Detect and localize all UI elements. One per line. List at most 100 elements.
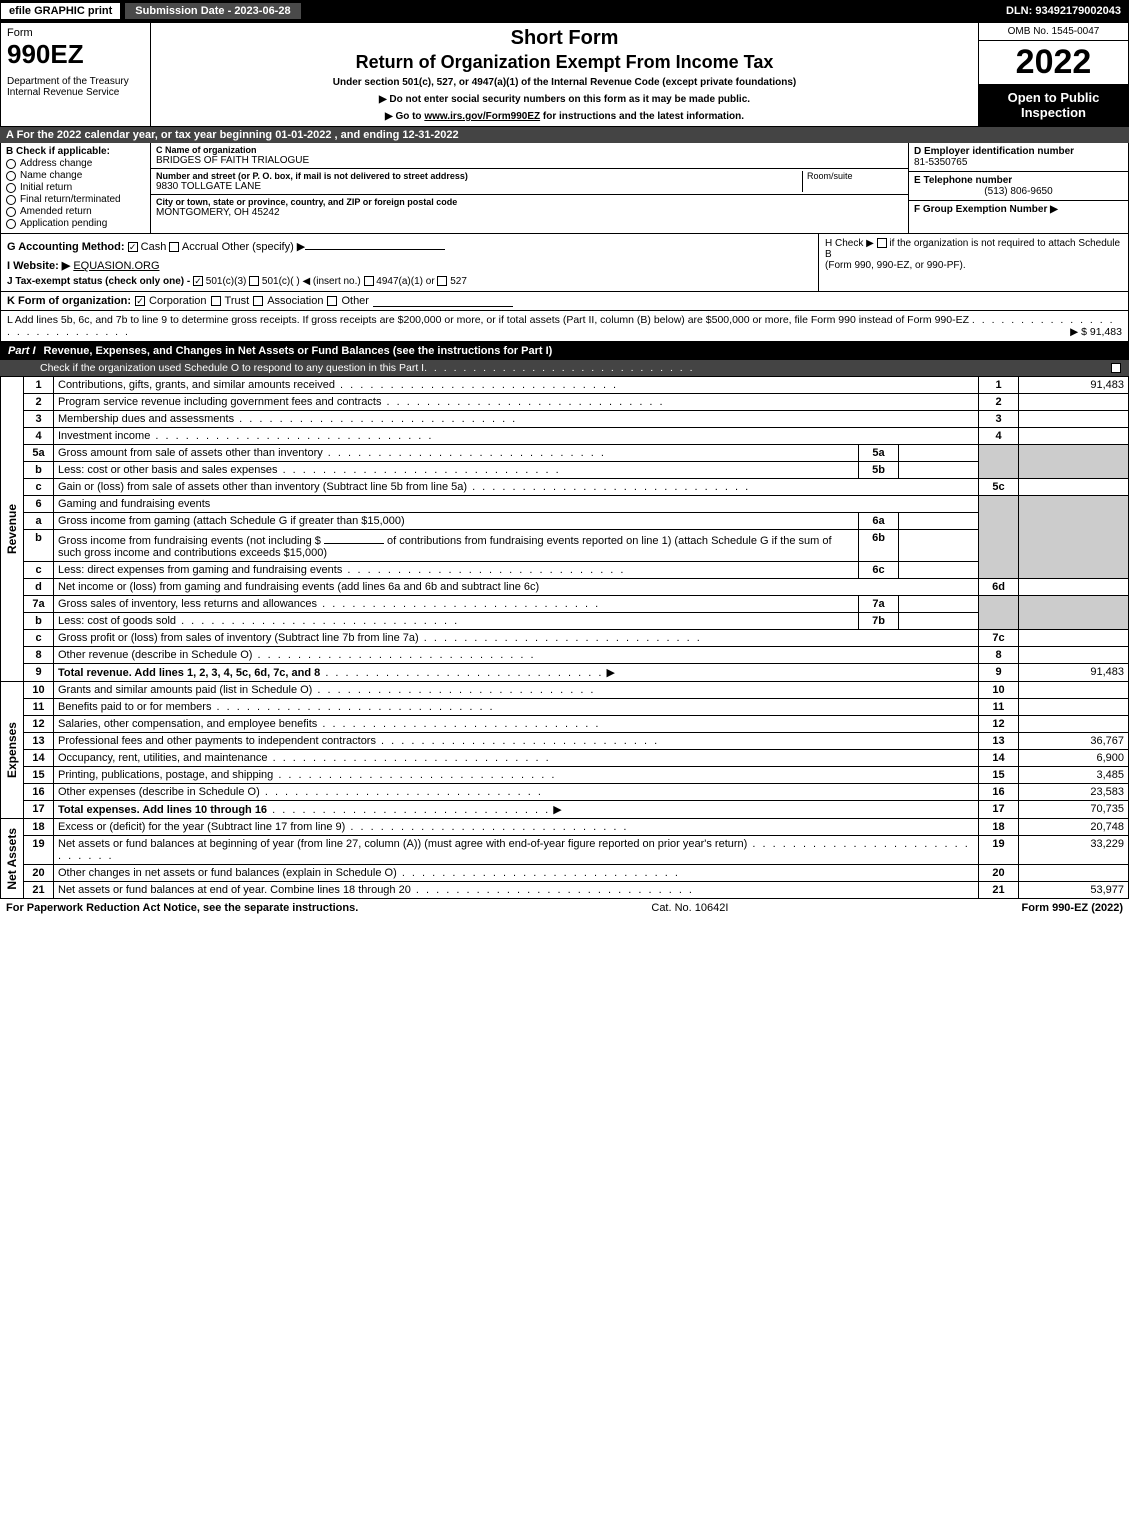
c-org-name: BRIDGES OF FAITH TRIALOGUE: [156, 155, 903, 166]
row-a-tax-year: A For the 2022 calendar year, or tax yea…: [0, 127, 1129, 143]
amt-val: [1019, 411, 1129, 428]
sub-val: [899, 462, 979, 479]
submission-date: Submission Date - 2023-06-28: [125, 3, 300, 19]
part-i-title: Revenue, Expenses, and Changes in Net As…: [44, 345, 553, 357]
goto-pre: ▶ Go to: [385, 111, 424, 122]
line-num: 20: [24, 865, 54, 882]
amt-val: 33,229: [1019, 836, 1129, 865]
g-label: G Accounting Method:: [7, 241, 125, 253]
line-desc: Membership dues and assessments: [58, 413, 234, 425]
amt-num: 20: [979, 865, 1019, 882]
g-accrual-check[interactable]: [169, 242, 179, 252]
d-ein-label: D Employer identification number: [914, 146, 1123, 157]
line-num: 6: [24, 496, 54, 513]
j-527-check[interactable]: [437, 276, 447, 286]
amt-num: 6d: [979, 579, 1019, 596]
check-application-pending[interactable]: Application pending: [6, 218, 145, 229]
line-num: 9: [24, 664, 54, 682]
amt-num: 1: [979, 377, 1019, 394]
amt-num: 15: [979, 767, 1019, 784]
footer-form-ref: Form 990-EZ (2022): [1022, 902, 1123, 914]
department: Department of the Treasury Internal Reve…: [7, 76, 144, 98]
g-other-field[interactable]: [305, 238, 445, 250]
sub-num: 6c: [859, 562, 899, 579]
line-desc: Gain or (loss) from sale of assets other…: [58, 481, 467, 493]
irs-link[interactable]: www.irs.gov/Form990EZ: [424, 111, 540, 122]
line-desc: Gaming and fundraising events: [54, 496, 979, 513]
row-l: L Add lines 5b, 6c, and 7b to line 9 to …: [0, 311, 1129, 342]
row-g-h: G Accounting Method: Cash Accrual Other …: [0, 234, 1129, 292]
line-desc: Gross profit or (loss) from sales of inv…: [58, 632, 419, 644]
amt-num: 17: [979, 801, 1019, 819]
k-label: K Form of organization:: [7, 295, 131, 307]
line-num: 7a: [24, 596, 54, 613]
amt-val: [1019, 630, 1129, 647]
omb-number: OMB No. 1545-0047: [979, 23, 1128, 41]
open-to-public: Open to Public Inspection: [979, 84, 1128, 126]
line-num: 15: [24, 767, 54, 784]
check-label: Initial return: [20, 182, 72, 193]
amt-val: [1019, 865, 1129, 882]
k-other-field[interactable]: [373, 295, 513, 307]
j-501c-check[interactable]: [249, 276, 259, 286]
j-501c: 501(c)( ) ◀ (insert no.): [262, 276, 361, 287]
line-desc: Gross amount from sale of assets other t…: [58, 447, 323, 459]
check-address-change[interactable]: Address change: [6, 158, 145, 169]
part-i-sub-text: Check if the organization used Schedule …: [40, 362, 424, 374]
check-label: Address change: [20, 158, 92, 169]
note-goto: ▶ Go to www.irs.gov/Form990EZ for instru…: [159, 111, 970, 122]
k-assoc-check[interactable]: [253, 296, 263, 306]
line-desc: Investment income: [58, 430, 150, 442]
g-cash-check[interactable]: [128, 242, 138, 252]
amt-val: 36,767: [1019, 733, 1129, 750]
line-desc: Occupancy, rent, utilities, and maintena…: [58, 752, 268, 764]
line-desc: Salaries, other compensation, and employ…: [58, 718, 317, 730]
h-check[interactable]: [877, 238, 887, 248]
line-num: 19: [24, 836, 54, 865]
check-name-change[interactable]: Name change: [6, 170, 145, 181]
k-corp-check[interactable]: [135, 296, 145, 306]
form-number: 990EZ: [7, 39, 144, 70]
line-num: 3: [24, 411, 54, 428]
check-final-return[interactable]: Final return/terminated: [6, 194, 145, 205]
side-revenue: Revenue: [5, 504, 19, 554]
line-desc-1: Gross income from fundraising events (no…: [58, 535, 321, 547]
line-num: 11: [24, 699, 54, 716]
line-num: 18: [24, 819, 54, 836]
amt-val: [1019, 682, 1129, 699]
part-i-sched-o-check[interactable]: [1111, 363, 1121, 373]
line-desc: Net assets or fund balances at beginning…: [58, 838, 747, 850]
j-4947-check[interactable]: [364, 276, 374, 286]
amt-val: 91,483: [1019, 377, 1129, 394]
title-short-form: Short Form: [159, 27, 970, 50]
check-initial-return[interactable]: Initial return: [6, 182, 145, 193]
k-trust-check[interactable]: [211, 296, 221, 306]
k-corp: Corporation: [149, 295, 206, 307]
check-label: Name change: [20, 170, 82, 181]
form-word: Form: [7, 27, 144, 39]
k-other-check[interactable]: [327, 296, 337, 306]
line-desc: Professional fees and other payments to …: [58, 735, 376, 747]
amt-val: [1019, 647, 1129, 664]
check-amended-return[interactable]: Amended return: [6, 206, 145, 217]
j-501c3: 501(c)(3): [206, 276, 247, 287]
line-desc: Less: direct expenses from gaming and fu…: [58, 564, 342, 576]
l-amount: ▶ $ 91,483: [1070, 326, 1122, 338]
line-num: c: [24, 479, 54, 496]
amt-num: 19: [979, 836, 1019, 865]
j-501c3-check[interactable]: [193, 276, 203, 286]
line-num: c: [24, 562, 54, 579]
line-num: 14: [24, 750, 54, 767]
amt-val: [1019, 579, 1129, 596]
line-num: 17: [24, 801, 54, 819]
i-website[interactable]: EQUASION.ORG: [73, 260, 159, 272]
c-street: 9830 TOLLGATE LANE: [156, 181, 798, 192]
line-desc: Other expenses (describe in Schedule O): [58, 786, 260, 798]
line-6b-amount-field[interactable]: [324, 532, 384, 544]
sub-val: [899, 513, 979, 530]
efile-print-button[interactable]: efile GRAPHIC print: [0, 2, 121, 20]
page-footer: For Paperwork Reduction Act Notice, see …: [0, 899, 1129, 917]
c-room-label: Room/suite: [803, 171, 903, 192]
line-num: 12: [24, 716, 54, 733]
line-num: 8: [24, 647, 54, 664]
